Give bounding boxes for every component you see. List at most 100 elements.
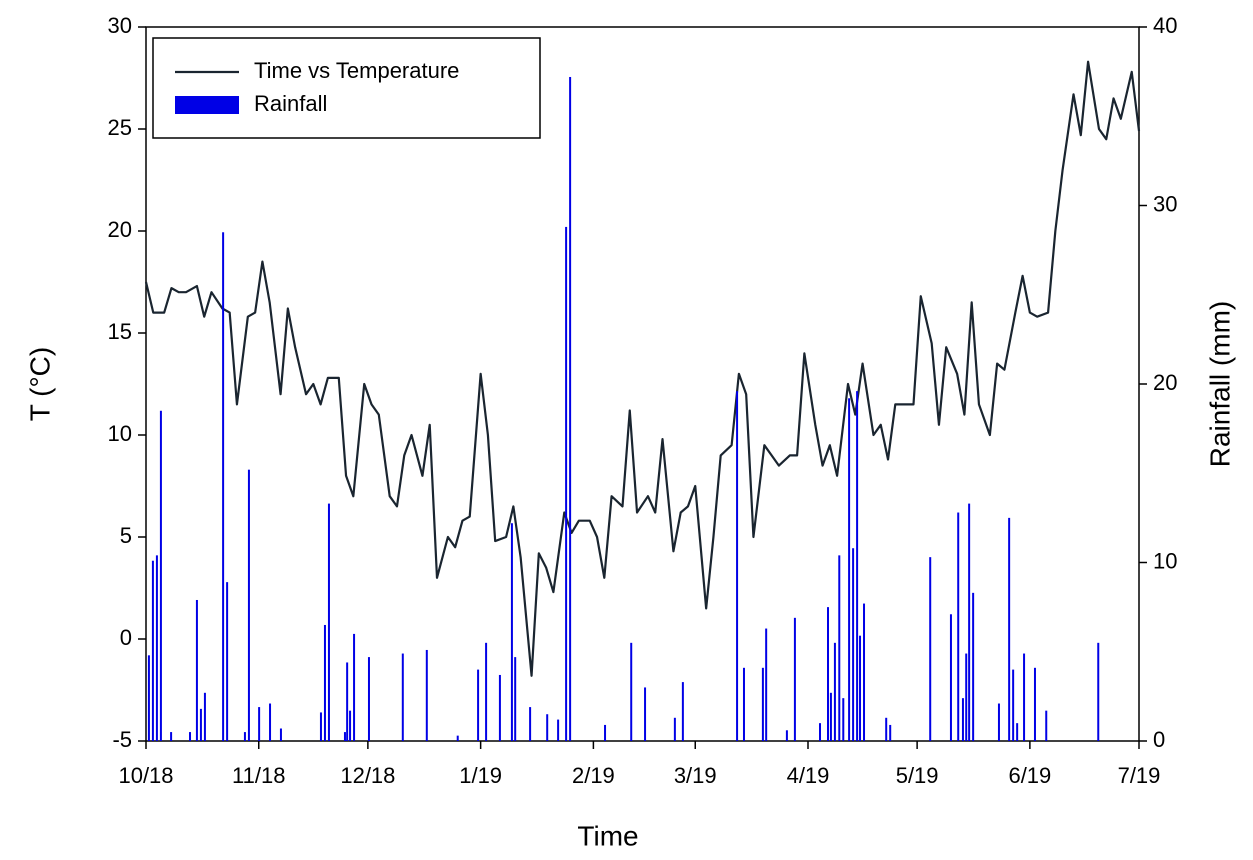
rain-bar	[319, 712, 322, 741]
y-tick-label: -5	[112, 727, 132, 752]
rain-bar	[199, 708, 202, 741]
rain-bar	[644, 687, 647, 741]
rain-bar	[456, 735, 459, 741]
rain-bar	[829, 692, 832, 741]
rain-bar	[833, 642, 836, 741]
rain-bar	[222, 232, 225, 741]
rain-bar	[349, 710, 352, 741]
y-tick-label: 0	[120, 625, 132, 650]
rain-bar	[514, 657, 517, 741]
rain-bar	[170, 732, 173, 741]
legend-label: Time vs Temperature	[254, 58, 459, 83]
rain-bar	[736, 391, 739, 741]
rain-bar	[972, 592, 975, 741]
rain-bar	[1012, 669, 1015, 741]
rain-bar	[1045, 710, 1048, 741]
rain-bar	[510, 523, 513, 741]
rain-bar	[327, 503, 330, 741]
rain-bar	[742, 667, 745, 741]
legend-box	[152, 37, 541, 139]
rain-bar	[1016, 723, 1019, 741]
rain-bar	[569, 76, 572, 742]
rain-bar	[546, 714, 549, 741]
rain-bar	[848, 398, 851, 741]
y-tick-label: 20	[108, 217, 132, 242]
rain-bar	[1008, 517, 1011, 741]
rain-bar	[226, 582, 229, 741]
rain-bar	[630, 642, 633, 741]
rain-bar	[401, 653, 404, 741]
rain-bar	[477, 669, 480, 741]
rain-bar	[852, 548, 855, 741]
rain-bar	[529, 707, 532, 741]
legend-label: Rainfall	[254, 91, 327, 116]
y2-tick-label: 20	[1153, 370, 1177, 395]
x-tick-label: 10/18	[118, 763, 173, 788]
rain-bar	[997, 703, 1000, 741]
rain-bar	[346, 662, 349, 741]
rain-bar	[1023, 653, 1026, 741]
x-tick-label: 3/19	[674, 763, 717, 788]
rain-bar	[367, 657, 370, 741]
x-tick-label: 4/19	[787, 763, 830, 788]
y-tick-label: 15	[108, 319, 132, 344]
y2-axis-label: Rainfall (mm)	[1204, 301, 1235, 467]
rain-bar	[957, 512, 960, 741]
rain-bar	[842, 698, 845, 741]
y-tick-label: 10	[108, 421, 132, 446]
rain-bar	[557, 719, 560, 741]
y-tick-label: 25	[108, 115, 132, 140]
rain-bar	[147, 655, 150, 741]
rain-bar	[965, 653, 968, 741]
rain-bar	[485, 642, 488, 741]
rain-bar	[1097, 642, 1100, 741]
rain-bar	[195, 599, 198, 741]
rain-bar	[1033, 667, 1036, 741]
rain-bar	[323, 624, 326, 741]
rain-bar	[159, 410, 162, 741]
rain-bar	[258, 707, 261, 741]
rain-bar	[279, 728, 282, 741]
rain-bar	[949, 614, 952, 741]
rain-bar	[961, 698, 964, 741]
rain-bar	[885, 717, 888, 741]
rain-bar	[247, 469, 250, 741]
x-tick-label: 12/18	[340, 763, 395, 788]
x-tick-label: 6/19	[1008, 763, 1051, 788]
x-tick-label: 5/19	[896, 763, 939, 788]
rain-bar	[785, 730, 788, 741]
rain-bar	[353, 633, 356, 741]
rain-bar	[765, 628, 768, 741]
rain-bar	[189, 732, 192, 741]
rain-bar	[863, 603, 866, 741]
y2-tick-label: 0	[1153, 727, 1165, 752]
y2-tick-label: 40	[1153, 13, 1177, 38]
rain-bar	[343, 732, 346, 741]
rain-bar	[604, 724, 607, 741]
rain-bar	[155, 555, 158, 741]
marks	[144, 60, 1141, 742]
x-axis-label: Time	[577, 820, 638, 851]
rain-bar	[856, 391, 859, 741]
rain-bar	[425, 649, 428, 741]
x-tick-label: 1/19	[459, 763, 502, 788]
x-tick-label: 7/19	[1118, 763, 1161, 788]
rain-bar	[859, 635, 862, 741]
x-tick-label: 11/18	[232, 763, 285, 788]
x-tick-label: 2/19	[572, 763, 615, 788]
rain-bar	[838, 555, 841, 741]
rain-bar	[681, 682, 684, 741]
rain-bar	[929, 557, 932, 741]
y-tick-label: 5	[120, 523, 132, 548]
legend-swatch	[175, 96, 239, 114]
rain-bar	[889, 724, 892, 741]
y-axis-label: T (°C)	[24, 347, 55, 421]
rain-bar	[498, 674, 501, 741]
rain-bar	[565, 226, 568, 742]
rain-bar	[673, 717, 676, 741]
rain-bar	[151, 560, 154, 741]
rain-bar	[819, 723, 822, 741]
rain-bar	[243, 732, 246, 741]
rain-bar	[203, 692, 206, 741]
